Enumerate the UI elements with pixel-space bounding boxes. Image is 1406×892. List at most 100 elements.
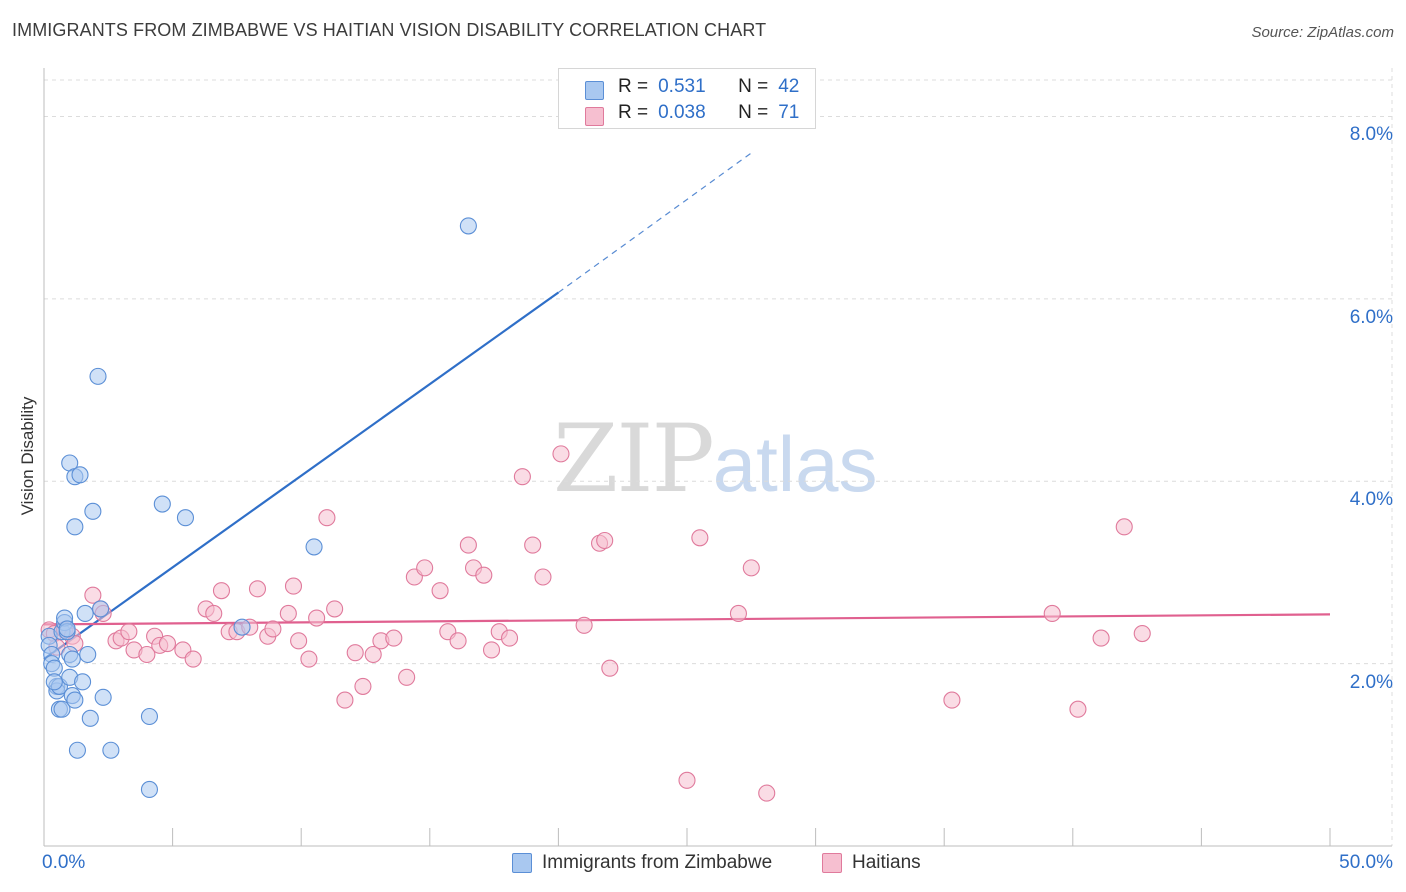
- legend-swatch-haitians: [822, 853, 842, 873]
- chart-title: IMMIGRANTS FROM ZIMBABWE VS HAITIAN VISI…: [12, 20, 767, 40]
- data-point-haitians: [138, 645, 156, 664]
- legend-r-value: 0.038: [658, 102, 706, 123]
- data-point-zimbabwe: [176, 509, 195, 527]
- legend-label-zimbabwe: Immigrants from Zimbabwe: [542, 852, 773, 873]
- legend-label-haitians: Haitians: [852, 852, 921, 873]
- data-point-haitians: [691, 529, 709, 547]
- data-point-haitians: [346, 644, 364, 662]
- data-point-haitians: [300, 650, 318, 668]
- data-point-haitians: [364, 645, 382, 664]
- data-point-zimbabwe: [71, 466, 89, 484]
- y-tick-label: 4.0%: [1349, 489, 1393, 511]
- data-point-haitians: [326, 600, 344, 618]
- data-point-haitians: [431, 582, 449, 600]
- data-point-haitians: [742, 559, 760, 577]
- data-point-haitians: [212, 582, 231, 600]
- data-point-haitians: [475, 566, 493, 584]
- legend-item-zimbabwe: Immigrants from Zimbabwe: [512, 852, 772, 874]
- trend-line-zimbabwe-extension: [558, 152, 752, 293]
- legend-n-value: 71: [778, 102, 800, 123]
- data-point-zimbabwe: [102, 741, 120, 759]
- legend-item-haitians: Haitians: [822, 852, 921, 874]
- data-point-haitians: [1043, 604, 1061, 623]
- data-point-zimbabwe: [76, 604, 94, 623]
- data-point-zimbabwe: [92, 600, 110, 618]
- legend-r-value: 0.531: [658, 76, 706, 97]
- data-point-zimbabwe: [79, 645, 97, 664]
- data-point-haitians: [596, 531, 614, 550]
- data-point-zimbabwe: [53, 700, 71, 718]
- data-point-haitians: [1069, 700, 1087, 718]
- data-point-haitians: [184, 650, 202, 668]
- legend-row-haitians: R = 0.038 N = 71: [585, 101, 800, 126]
- legend-n-value: 42: [778, 76, 800, 97]
- data-point-zimbabwe: [81, 709, 99, 727]
- data-point-zimbabwe: [140, 780, 159, 799]
- y-tick-label: 2.0%: [1349, 671, 1393, 693]
- data-point-haitians: [500, 629, 519, 647]
- data-point-zimbabwe: [58, 620, 76, 638]
- watermark-atlas: atlas: [712, 420, 878, 508]
- data-point-haitians: [354, 677, 372, 695]
- data-point-haitians: [264, 620, 282, 638]
- legend-r-label: R =: [618, 76, 649, 97]
- trend-line-haitians: [43, 613, 1331, 626]
- data-point-haitians: [158, 635, 177, 653]
- data-point-haitians: [84, 586, 102, 604]
- data-point-haitians: [1092, 629, 1110, 647]
- data-point-haitians: [308, 609, 326, 627]
- data-point-zimbabwe: [233, 618, 251, 636]
- y-axis-label: Vision Disability: [18, 396, 37, 516]
- legend-row-zimbabwe: R = 0.531 N = 42: [585, 75, 800, 100]
- data-point-zimbabwe: [66, 518, 84, 536]
- data-point-haitians: [534, 568, 552, 586]
- data-point-haitians: [1115, 518, 1133, 536]
- data-point-haitians: [459, 536, 477, 554]
- legend-swatch-zimbabwe: [585, 80, 604, 100]
- data-point-zimbabwe: [68, 741, 86, 759]
- y-tick-label: 8.0%: [1349, 124, 1393, 146]
- legend-stats: R = 0.531 N = 42 R = 0.038 N = 71: [558, 68, 816, 129]
- data-point-zimbabwe: [94, 688, 112, 706]
- data-point-haitians: [318, 509, 336, 527]
- trend-line-zimbabwe: [43, 291, 560, 660]
- gridlines: [44, 68, 1393, 846]
- data-point-haitians: [482, 641, 501, 659]
- data-point-haitians: [205, 604, 223, 623]
- data-point-zimbabwe: [84, 502, 102, 520]
- data-point-haitians: [758, 784, 776, 802]
- data-point-haitians: [552, 445, 570, 463]
- data-point-haitians: [575, 616, 593, 634]
- data-point-zimbabwe: [63, 650, 81, 668]
- data-point-haitians: [336, 691, 354, 709]
- legend-r-label: R =: [618, 102, 649, 123]
- data-point-haitians: [524, 536, 542, 554]
- watermark-zip: ZIP: [553, 405, 715, 514]
- legend-n-label: N =: [738, 102, 769, 123]
- data-point-zimbabwe: [45, 673, 63, 691]
- data-point-haitians: [398, 668, 416, 686]
- data-point-zimbabwe: [74, 673, 92, 691]
- data-point-haitians: [513, 468, 531, 486]
- data-point-haitians: [416, 559, 434, 577]
- data-point-zimbabwe: [153, 495, 171, 513]
- data-point-haitians: [678, 771, 696, 789]
- x-tick-label: 50.0%: [1339, 852, 1393, 873]
- data-point-haitians: [120, 623, 138, 641]
- y-tick-label: 6.0%: [1349, 306, 1393, 328]
- watermark: ZIPatlas: [553, 405, 877, 514]
- data-point-haitians: [1133, 624, 1151, 643]
- data-point-zimbabwe: [66, 691, 84, 709]
- data-point-haitians: [385, 629, 403, 647]
- data-points: [40, 217, 1151, 802]
- data-point-zimbabwe: [89, 367, 107, 385]
- legend-swatch-haitians: [585, 106, 604, 126]
- data-point-haitians: [601, 659, 619, 677]
- data-point-haitians: [290, 632, 308, 650]
- data-point-haitians: [729, 604, 747, 623]
- data-point-zimbabwe: [140, 707, 159, 726]
- data-point-haitians: [943, 691, 961, 709]
- data-point-haitians: [248, 580, 267, 598]
- legend-n-label: N =: [738, 76, 769, 97]
